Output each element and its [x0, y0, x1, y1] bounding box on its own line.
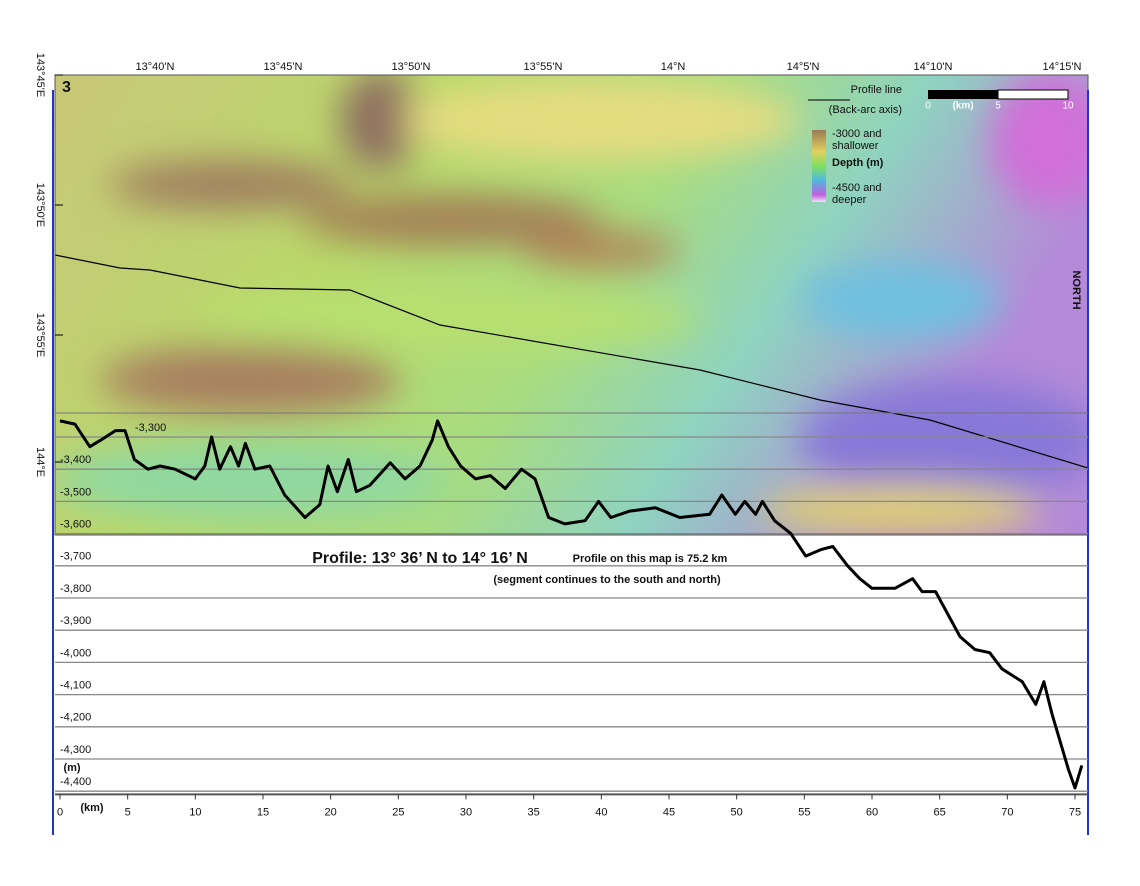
latitude-label: 13°55'N	[524, 61, 563, 73]
y-tick-label: -4,300	[60, 744, 91, 756]
legend-text: Depth (m)	[832, 157, 884, 169]
y-tick-label: -4,100	[60, 680, 91, 692]
longitude-label: 143°50'E	[34, 183, 46, 227]
x-tick-label: 10	[189, 806, 201, 818]
x-tick-label: 45	[663, 806, 675, 818]
profile-note: Profile on this map is 75.2 km	[573, 553, 728, 565]
scale-unit: (km)	[952, 101, 973, 112]
profile-title: Profile: 13° 36’ N to 14° 16’ N	[312, 550, 528, 567]
x-tick-label: 65	[934, 806, 946, 818]
legend-line-title: Profile line	[851, 84, 902, 96]
latitude-label: 14°15'N	[1043, 61, 1082, 73]
x-tick-label: 75	[1069, 806, 1081, 818]
latitude-label: 13°40'N	[136, 61, 175, 73]
x-tick-label: 5	[125, 806, 131, 818]
y-tick-label: -3,700	[60, 551, 91, 563]
legend: Profile line (Back-arc axis) -3000 and s…	[808, 84, 902, 206]
latitude-label: 14°N	[661, 61, 686, 73]
legend-line-subtitle: (Back-arc axis)	[829, 104, 902, 116]
x-tick-label: 60	[866, 806, 878, 818]
legend-text: shallower	[832, 140, 879, 152]
latitude-label: 13°45'N	[264, 61, 303, 73]
y-tick-label: -3,900	[60, 615, 91, 627]
y-tick-label: -3,500	[60, 486, 91, 498]
x-tick-label: 0	[57, 806, 63, 818]
y-tick-label: -3,400	[60, 454, 91, 466]
x-tick-label: 55	[798, 806, 810, 818]
legend-text: -3000 and	[832, 128, 882, 140]
y-tick-label: -3,300	[135, 422, 166, 434]
latitude-label: 13°50'N	[392, 61, 431, 73]
x-tick-label: 30	[460, 806, 472, 818]
y-tick-label: -3,600	[60, 519, 91, 531]
longitude-label: 143°55'E	[34, 313, 46, 357]
x-tick-label: 20	[325, 806, 337, 818]
y-axis-label: (m)	[63, 762, 80, 774]
longitude-label: 143°45'E	[34, 53, 46, 97]
y-tick-label: -4,200	[60, 712, 91, 724]
y-tick-label: -4,400	[60, 776, 91, 788]
panel-label: 3	[62, 79, 71, 96]
scale-label: 0	[925, 101, 931, 112]
scale-label: 5	[995, 101, 1001, 112]
scale-label: 10	[1062, 101, 1074, 112]
legend-text: deeper	[832, 194, 867, 206]
x-tick-label: 50	[731, 806, 743, 818]
legend-text: -4500 and	[832, 182, 882, 194]
profile-line	[59, 419, 1084, 790]
scale-bar	[928, 89, 1069, 100]
x-tick-label: 70	[1001, 806, 1013, 818]
bathymetry	[55, 75, 1088, 535]
x-tick-label: 35	[528, 806, 540, 818]
latitude-label: 14°10'N	[914, 61, 953, 73]
latitude-label: 14°5'N	[787, 61, 820, 73]
x-tick-label: 25	[392, 806, 404, 818]
y-tick-label: -3,800	[60, 583, 91, 595]
profile-subnote: (segment continues to the south and nort…	[493, 574, 721, 586]
x-tick-label: 40	[595, 806, 607, 818]
x-tick-label: 15	[257, 806, 269, 818]
x-axis-label: (km)	[80, 802, 104, 814]
depth-colorbar	[812, 130, 826, 202]
longitude-label: 144°E	[34, 447, 46, 477]
north-label: NORTH	[1070, 270, 1082, 309]
y-tick-label: -4,000	[60, 647, 91, 659]
